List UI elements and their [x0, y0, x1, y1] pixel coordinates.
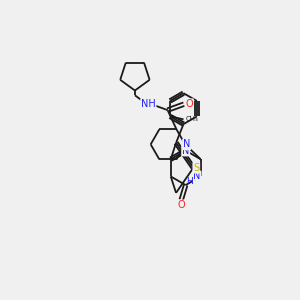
Text: N: N [183, 140, 190, 149]
Text: NH: NH [141, 99, 156, 109]
Text: O: O [185, 99, 193, 109]
Text: S: S [193, 163, 199, 173]
Text: CH₃: CH₃ [186, 116, 199, 122]
Text: H: H [186, 177, 193, 186]
Text: N: N [193, 172, 201, 182]
Text: O: O [177, 200, 185, 210]
Text: N: N [182, 146, 189, 156]
